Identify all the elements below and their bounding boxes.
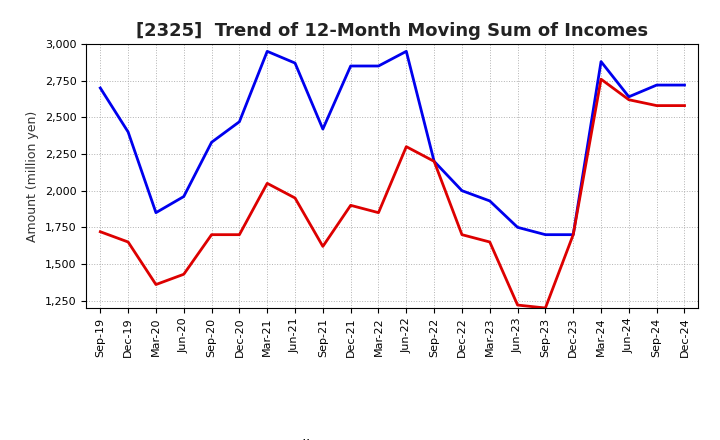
Ordinary Income <box>624 94 633 99</box>
Ordinary Income <box>207 139 216 145</box>
Ordinary Income <box>179 194 188 199</box>
Net Income <box>152 282 161 287</box>
Net Income <box>597 77 606 82</box>
Net Income <box>680 103 689 108</box>
Net Income <box>96 229 104 235</box>
Line: Ordinary Income: Ordinary Income <box>100 51 685 235</box>
Net Income <box>402 144 410 149</box>
Net Income <box>291 195 300 201</box>
Ordinary Income <box>96 85 104 91</box>
Ordinary Income <box>346 63 355 69</box>
Ordinary Income <box>124 129 132 135</box>
Ordinary Income <box>430 159 438 164</box>
Net Income <box>652 103 661 108</box>
Ordinary Income <box>458 188 467 193</box>
Ordinary Income <box>597 59 606 64</box>
Net Income <box>541 305 550 311</box>
Net Income <box>374 210 383 215</box>
Net Income <box>207 232 216 237</box>
Ordinary Income <box>374 63 383 69</box>
Net Income <box>235 232 243 237</box>
Title: [2325]  Trend of 12-Month Moving Sum of Incomes: [2325] Trend of 12-Month Moving Sum of I… <box>136 22 649 40</box>
Net Income <box>624 97 633 103</box>
Net Income <box>430 159 438 164</box>
Net Income <box>124 239 132 245</box>
Ordinary Income <box>291 60 300 66</box>
Ordinary Income <box>318 126 327 132</box>
Ordinary Income <box>485 198 494 204</box>
Net Income <box>346 203 355 208</box>
Ordinary Income <box>152 210 161 215</box>
Net Income <box>318 244 327 249</box>
Ordinary Income <box>652 82 661 88</box>
Ordinary Income <box>569 232 577 237</box>
Line: Net Income: Net Income <box>100 79 685 308</box>
Y-axis label: Amount (million yen): Amount (million yen) <box>27 110 40 242</box>
Ordinary Income <box>680 82 689 88</box>
Net Income <box>485 239 494 245</box>
Net Income <box>263 181 271 186</box>
Net Income <box>513 302 522 308</box>
Ordinary Income <box>235 119 243 125</box>
Net Income <box>179 271 188 277</box>
Net Income <box>458 232 467 237</box>
Ordinary Income <box>402 49 410 54</box>
Ordinary Income <box>513 225 522 230</box>
Ordinary Income <box>263 49 271 54</box>
Net Income <box>569 232 577 237</box>
Ordinary Income <box>541 232 550 237</box>
Legend: Ordinary Income, Net Income: Ordinary Income, Net Income <box>230 434 555 440</box>
